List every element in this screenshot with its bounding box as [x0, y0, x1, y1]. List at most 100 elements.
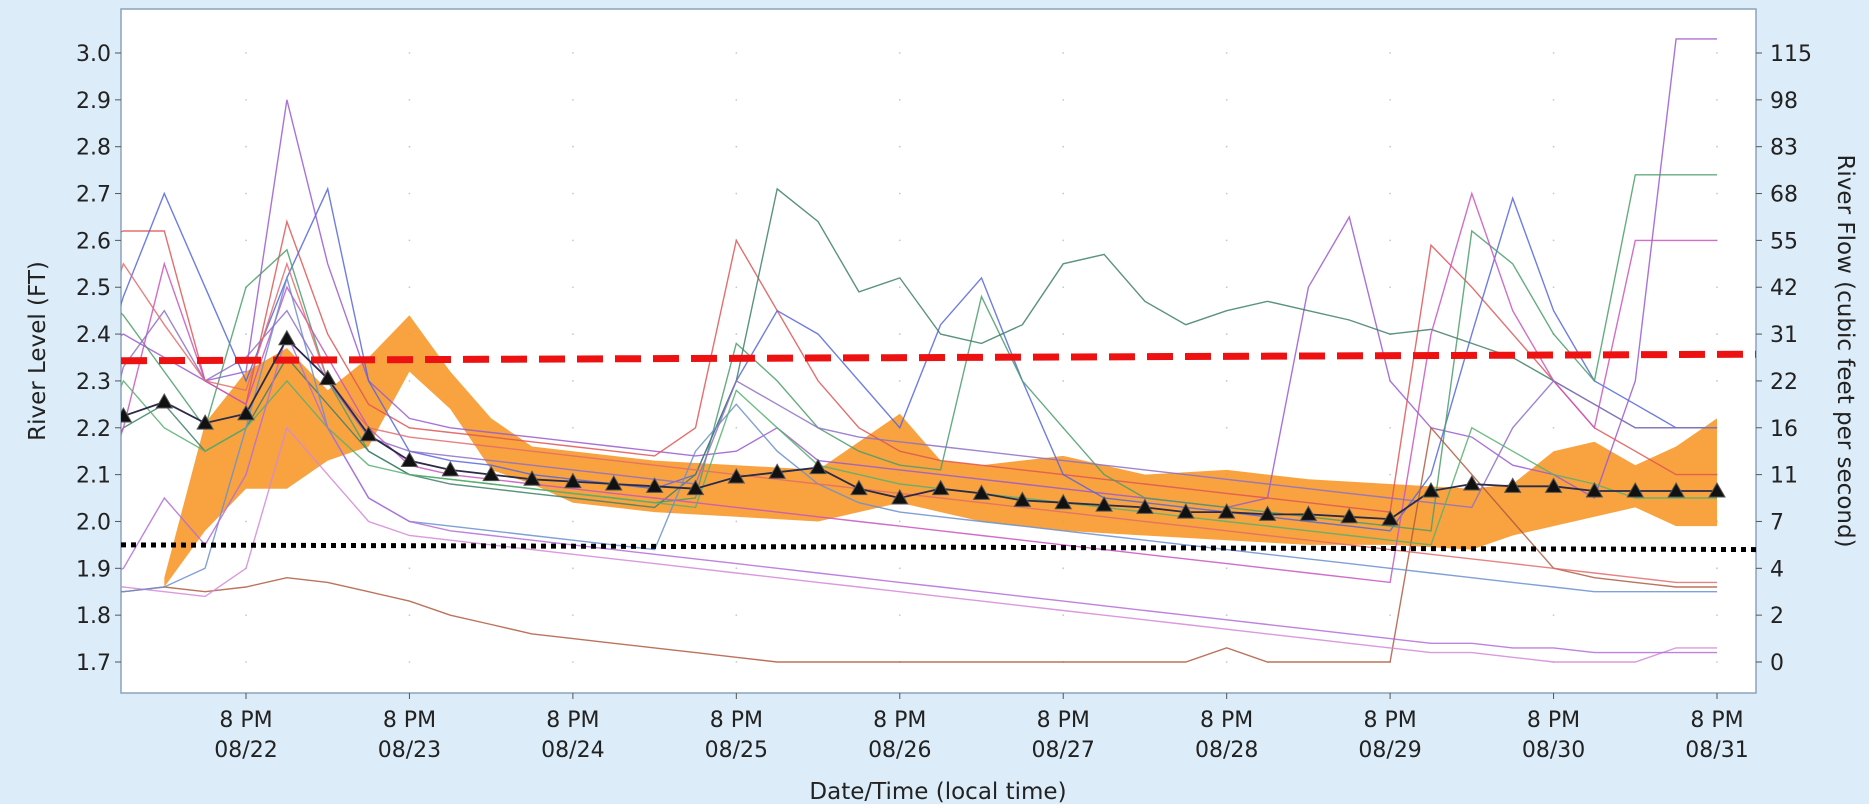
x-tick-date: 08/23	[378, 738, 441, 763]
y-tick-label: 3.0	[76, 42, 111, 67]
grid-dot	[1552, 286, 1555, 289]
grid-dot	[1552, 52, 1555, 54]
grid-dot	[1716, 333, 1718, 335]
y-tick-label: 2.2	[76, 417, 111, 442]
y2-tick-label: 83	[1770, 136, 1798, 161]
median-marker	[121, 407, 133, 423]
median-marker	[727, 467, 746, 484]
y2-tick-label: 68	[1770, 183, 1798, 208]
plot-area	[120, 8, 1757, 694]
median-marker	[1462, 474, 1481, 491]
grid-dot	[408, 98, 411, 101]
median-marker	[318, 369, 337, 386]
grid-dot	[1552, 426, 1555, 429]
median-marker	[237, 404, 255, 421]
grid-dot	[1389, 614, 1392, 617]
grid-dot	[735, 614, 738, 617]
grid-dot	[408, 661, 411, 663]
median-marker	[1136, 498, 1154, 514]
x-tick-date: 08/31	[1685, 738, 1748, 763]
x-tick-date: 08/22	[214, 738, 277, 763]
median-series	[34, 329, 1726, 595]
grid-dot	[1225, 145, 1228, 148]
y-axis-right: 0 2 4 7 11 16 22 31 42 55 68 83 98 115	[1756, 42, 1812, 676]
median-marker	[34, 581, 50, 595]
grid-dot	[571, 239, 574, 242]
median-marker	[1708, 482, 1726, 498]
grid-dot	[1062, 286, 1065, 289]
grid-dot	[1389, 239, 1392, 242]
y-tick-label: 2.0	[76, 510, 111, 535]
grid-dot	[408, 145, 411, 148]
ensemble-trace	[121, 219, 1717, 513]
grid-dot	[1389, 426, 1392, 429]
x-axis-label: Date/Time (local time)	[809, 779, 1066, 804]
grid-dot	[898, 239, 901, 242]
grid-dot	[1716, 192, 1718, 195]
median-marker	[1503, 477, 1522, 493]
ensemble-trace	[121, 309, 1717, 509]
ensemble-trace	[121, 426, 1717, 663]
grid-dot	[245, 614, 247, 617]
x-tick-date: 08/27	[1032, 738, 1095, 763]
grid-dot	[735, 661, 738, 663]
grid-dot	[1389, 286, 1392, 289]
median-marker	[400, 451, 419, 468]
median-marker	[1176, 503, 1195, 519]
median-marker	[1217, 503, 1236, 519]
grid-dot	[408, 239, 411, 242]
y-tick-label: 2.4	[76, 323, 111, 348]
grid-dot	[571, 98, 574, 101]
grid-dot	[1225, 239, 1228, 242]
grid-dot	[1225, 426, 1228, 429]
grid-dot	[898, 145, 901, 148]
median-marker	[1299, 505, 1318, 521]
y-tick-label: 2.1	[76, 464, 111, 489]
y-tick-label: 2.6	[76, 229, 111, 254]
median-marker	[1095, 496, 1113, 512]
x-tick-time: 8 PM	[383, 708, 436, 733]
grid-dot	[898, 520, 901, 523]
grid-dot	[1225, 661, 1228, 663]
y-axis-left: 1.7 1.8 1.9 2.0 2.1 2.2 2.3 2.4 2.5 2.6 2.7 2.8 2.9 3…	[76, 42, 121, 676]
y2-axis-label: River Flow (cubic feet per second)	[1832, 154, 1858, 547]
x-tick-date: 08/29	[1358, 738, 1421, 763]
grid-dot	[735, 520, 738, 523]
x-tick-time: 8 PM	[1037, 708, 1090, 733]
x-tick-time: 8 PM	[1200, 708, 1253, 733]
grid-dot	[1716, 98, 1718, 101]
grid-dot	[571, 426, 574, 429]
median-marker	[850, 479, 868, 496]
grid-dot	[1552, 614, 1555, 617]
grid-dot	[408, 614, 411, 617]
x-tick-time: 8 PM	[1527, 708, 1580, 733]
grid-dot	[245, 661, 247, 663]
x-tick-time: 8 PM	[219, 708, 272, 733]
median-marker	[1585, 482, 1604, 498]
grid-dot	[898, 380, 901, 382]
y-tick-label: 1.8	[76, 604, 111, 629]
flood-stage-line	[121, 350, 1756, 365]
median-marker	[441, 460, 460, 477]
grid-dot	[571, 192, 574, 195]
median-marker	[523, 470, 541, 486]
grid-dot	[735, 426, 738, 429]
ensemble-trace	[121, 379, 1717, 546]
grid-dot	[898, 286, 901, 289]
y2-tick-label: 16	[1770, 417, 1798, 442]
grid-dot	[898, 333, 901, 335]
ensemble-trace	[121, 275, 1717, 593]
grid-dot	[1225, 98, 1228, 101]
grid-dot	[1552, 192, 1555, 195]
grid-dot	[1062, 239, 1065, 242]
median-marker	[1013, 491, 1032, 507]
median-marker	[1258, 505, 1277, 521]
grid-dot	[408, 192, 411, 195]
grid-dot	[1062, 192, 1065, 195]
grid-dot	[735, 286, 738, 289]
grid-dot	[1716, 661, 1718, 663]
grid-dot	[245, 520, 247, 523]
median-marker	[645, 477, 664, 493]
grid-dot	[898, 567, 901, 570]
